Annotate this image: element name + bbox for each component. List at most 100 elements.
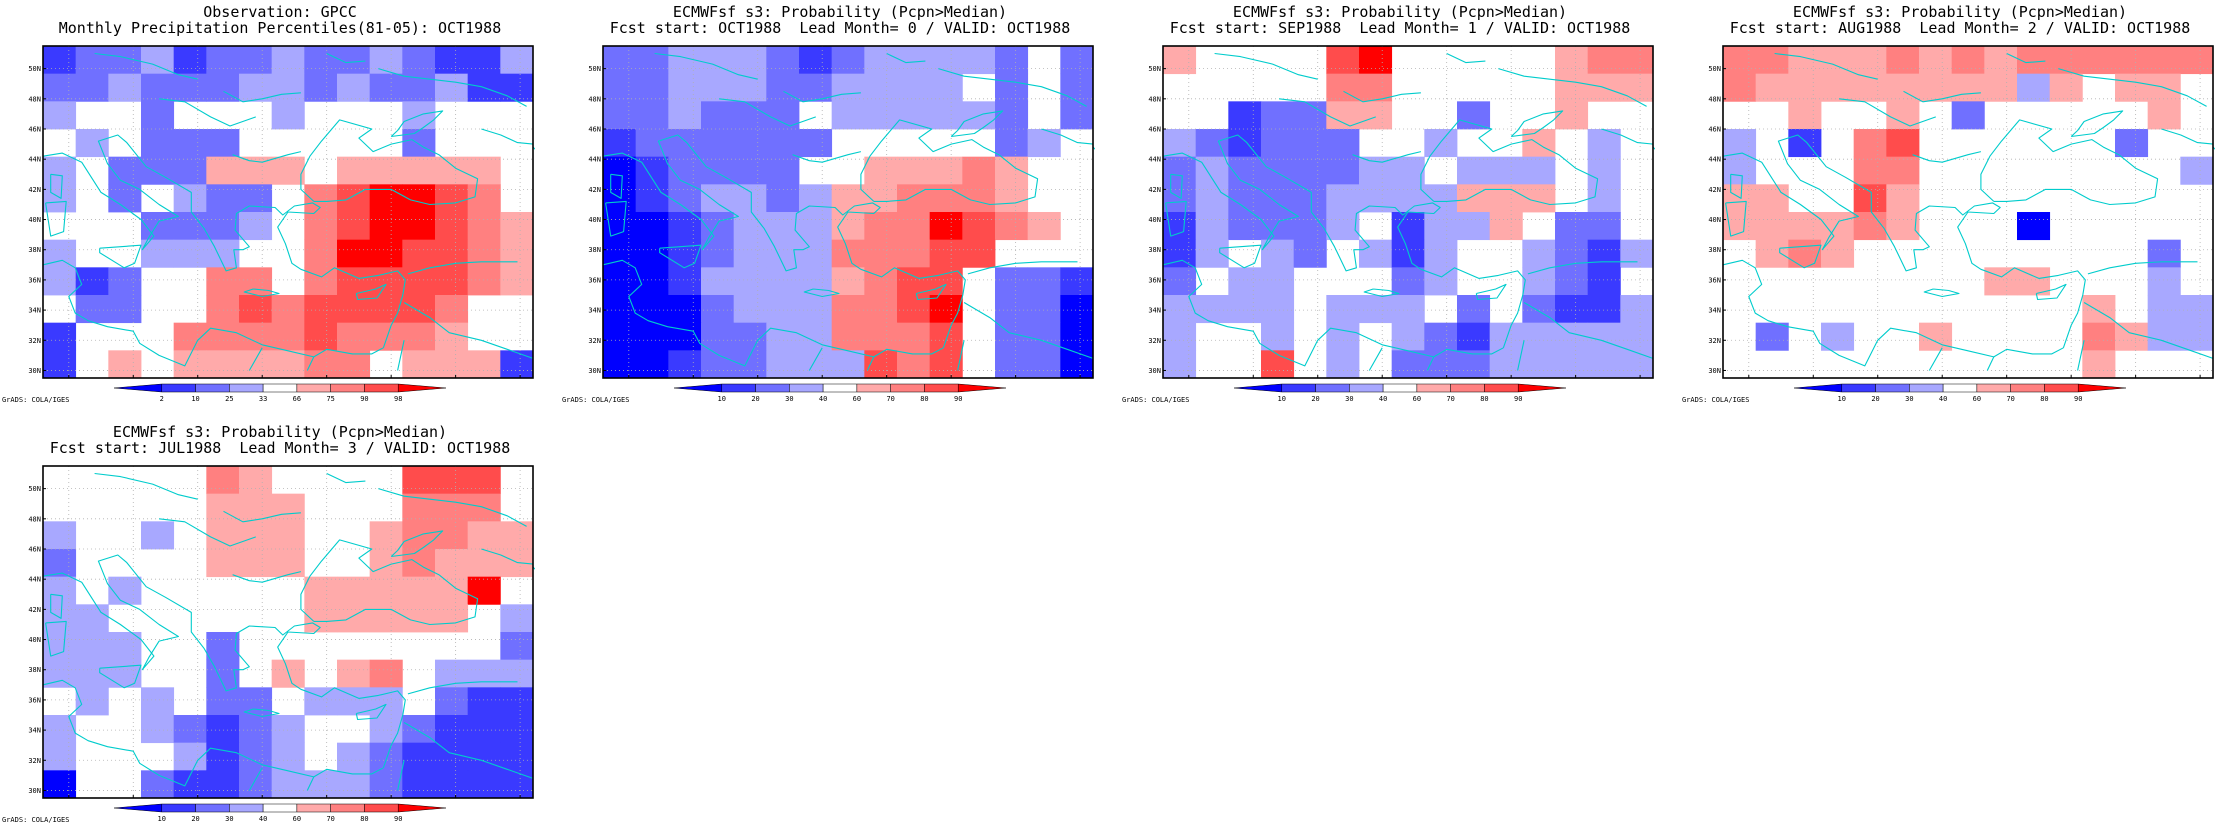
coastline: [397, 760, 405, 791]
grid-cell: [668, 156, 702, 185]
grid-cell: [668, 350, 702, 379]
grid-cell: [1587, 267, 1621, 296]
grid-cell: [766, 101, 800, 130]
grid-cell: [206, 46, 240, 75]
coastline: [1446, 53, 1486, 64]
coastline: [860, 119, 1039, 206]
grid-cell: [1555, 295, 1589, 324]
grid-cell: [402, 129, 436, 158]
coastline: [300, 539, 479, 626]
coastline: [248, 347, 263, 371]
grid-cell: [1163, 267, 1197, 296]
grid-cell: [864, 267, 898, 296]
grid-cell: [635, 184, 669, 213]
grid-cell: [897, 322, 931, 351]
coastline: [378, 488, 527, 527]
grid-cell: [929, 295, 963, 324]
grid-cell: [831, 267, 865, 296]
coastline: [659, 244, 702, 269]
grid-cell: [733, 101, 767, 130]
graticule: [1723, 46, 2213, 378]
grid-cell: [701, 267, 735, 296]
lat-tick-label: 38N: [588, 246, 601, 254]
lat-tick-label: 46N: [28, 126, 41, 134]
panel-title: ECMWFsf s3: Probability (Pcpn>Median): [672, 3, 1008, 21]
grid-cell: [1163, 129, 1197, 158]
coastline: [886, 53, 926, 64]
colorbar-segment: [1484, 383, 1519, 393]
grid-cell: [1723, 73, 1757, 102]
panel-subtitle: Fcst start: JUL1988 Lead Month= 3 / VALI…: [49, 439, 511, 457]
colorbar-segment: [2010, 383, 2045, 393]
grid-cell: [43, 770, 77, 799]
grid-cell: [1293, 129, 1327, 158]
grid-cell: [799, 295, 833, 324]
grid-cell: [1228, 156, 1262, 185]
grid-cell: [603, 350, 637, 379]
colorbar-label: 10: [1278, 395, 1286, 403]
grid-cell: [239, 267, 273, 296]
grid-cell: [2017, 212, 2051, 241]
coastline: [2083, 302, 2214, 359]
grid-cell: [1620, 73, 1654, 102]
grid-cell: [43, 156, 77, 185]
coastlines: [1722, 52, 2215, 371]
lat-tick-label: 36N: [1708, 276, 1721, 284]
grid-cell: [206, 521, 240, 550]
grid-cell: [435, 466, 469, 495]
colorbar-label: 70: [886, 395, 894, 403]
grid-cell: [467, 267, 501, 296]
grid-cell: [1391, 156, 1425, 185]
grid-cell: [635, 295, 669, 324]
grid-cell: [766, 46, 800, 75]
colorbar-label: 33: [259, 395, 267, 403]
grid-cell: [239, 770, 273, 799]
grid-cell: [2082, 322, 2116, 351]
grid-cell: [141, 101, 175, 130]
grid-cell: [1755, 322, 1789, 351]
coastline: [1517, 340, 1525, 371]
grid-cell: [435, 295, 469, 324]
grid-cell: [271, 521, 305, 550]
grid-cell: [1359, 239, 1393, 268]
colorbar-label: 70: [326, 815, 334, 823]
grid-cell: [1886, 46, 1920, 75]
coastline: [1352, 151, 1422, 163]
grid-cell: [1424, 239, 1458, 268]
grid-cell: [962, 212, 996, 241]
colorbar-label: 80: [360, 815, 368, 823]
coastline: [243, 708, 280, 718]
grid-cell: [337, 576, 371, 605]
grid-cell: [995, 101, 1029, 130]
grid-cell: [75, 295, 109, 324]
panel-title: ECMWFsf s3: Probability (Pcpn>Median): [1792, 3, 2128, 21]
coastline: [1162, 134, 1526, 348]
graticule: [43, 46, 533, 378]
grid-cell: [1228, 267, 1262, 296]
grid-cell: [1261, 322, 1295, 351]
lat-tick-label: 30N: [1708, 367, 1721, 375]
grid-cell: [733, 156, 767, 185]
coastline: [300, 119, 479, 206]
grid-cell: [864, 295, 898, 324]
grid-cell: [1620, 46, 1654, 75]
grid-cell: [962, 239, 996, 268]
map-plot: 30N32N34N36N38N40N42N44N46N48N50N10E15E2…: [588, 45, 1095, 379]
coastline: [50, 173, 63, 199]
grid-cell: [1723, 46, 1757, 75]
grid-cell: [206, 322, 240, 351]
colorbar-segment: [113, 383, 163, 393]
grid-cell: [206, 184, 240, 213]
lat-tick-label: 30N: [28, 367, 41, 375]
coastline: [938, 68, 1087, 107]
grid-cell: [500, 687, 534, 716]
lat-tick-label: 34N: [28, 307, 41, 315]
grid-cell: [271, 156, 305, 185]
lat-tick-label: 38N: [28, 246, 41, 254]
grid-cell: [239, 46, 273, 75]
coastline: [2070, 110, 2124, 138]
grid-cell: [929, 350, 963, 379]
coastline: [159, 518, 256, 547]
grid-cell: [929, 101, 963, 130]
grid-cell: [239, 212, 273, 241]
